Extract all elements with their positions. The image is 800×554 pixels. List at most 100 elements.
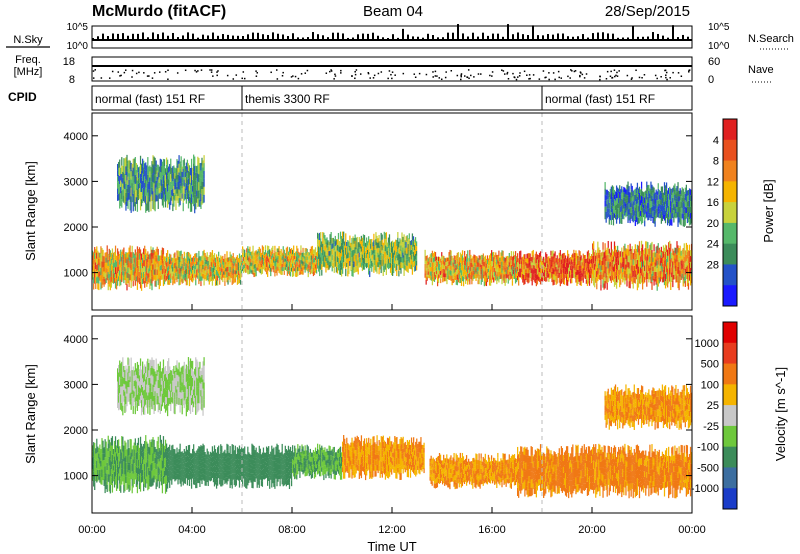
echo-cell bbox=[225, 268, 227, 272]
noise-bar bbox=[402, 28, 404, 40]
echo-cell bbox=[435, 260, 438, 264]
echo-cell bbox=[293, 265, 295, 272]
echo-cell bbox=[196, 166, 198, 173]
echo-cell bbox=[311, 250, 314, 256]
echo-cell bbox=[619, 263, 621, 270]
echo-cell bbox=[210, 257, 212, 263]
echo-cell bbox=[157, 254, 159, 261]
nave-dot bbox=[529, 77, 531, 80]
echo-cell bbox=[112, 459, 115, 466]
echo-cell bbox=[277, 252, 279, 256]
echo-cell bbox=[630, 254, 632, 260]
echo-cell bbox=[643, 272, 645, 278]
echo-cell bbox=[459, 257, 462, 263]
echo-cell bbox=[617, 187, 619, 193]
echo-cell bbox=[308, 255, 310, 259]
echo-cell bbox=[393, 267, 395, 274]
echo-cell bbox=[661, 261, 664, 267]
echo-cell bbox=[604, 188, 606, 195]
echo-cell bbox=[473, 270, 475, 275]
echo-cell bbox=[399, 254, 401, 260]
echo-cell bbox=[219, 266, 221, 272]
echo-cell bbox=[412, 236, 415, 242]
echo-cell bbox=[522, 256, 524, 262]
echo-cell bbox=[297, 248, 299, 254]
echo-cell bbox=[117, 248, 119, 255]
echo-cell bbox=[611, 185, 614, 192]
nave-dot bbox=[545, 76, 547, 79]
echo-cell bbox=[290, 255, 293, 260]
echo-cell bbox=[195, 279, 197, 286]
colorbar-swatch bbox=[723, 202, 737, 224]
echo-cell bbox=[579, 268, 581, 274]
echo-cell bbox=[313, 262, 316, 267]
echo-cell bbox=[592, 274, 594, 281]
nave-dot bbox=[434, 70, 437, 73]
noise-bar bbox=[662, 35, 664, 40]
echo-cell bbox=[639, 261, 642, 268]
echo-cell bbox=[654, 221, 656, 227]
echo-cell bbox=[526, 267, 528, 273]
echo-cell bbox=[681, 192, 683, 198]
echo-cell bbox=[632, 253, 634, 260]
echo-cell bbox=[402, 252, 404, 258]
echo-cell bbox=[111, 436, 114, 446]
echo-cell bbox=[500, 252, 502, 257]
echo-cell bbox=[106, 268, 108, 275]
echo-cell bbox=[663, 201, 666, 208]
nave-dot bbox=[630, 78, 633, 80]
colorbar-swatch bbox=[723, 119, 737, 141]
echo-cell bbox=[123, 484, 125, 493]
echo-cell bbox=[190, 194, 193, 203]
echo-cell bbox=[503, 256, 505, 262]
echo-cell bbox=[668, 211, 670, 218]
echo-cell bbox=[631, 191, 633, 198]
noise-bar bbox=[112, 33, 114, 40]
echo-cell bbox=[158, 177, 160, 183]
echo-cell bbox=[631, 185, 633, 192]
echo-cell bbox=[653, 199, 655, 206]
echo-cell bbox=[545, 271, 547, 277]
echo-cell bbox=[352, 270, 354, 277]
echo-cell bbox=[577, 265, 579, 270]
echo-cell bbox=[199, 264, 201, 269]
echo-cell bbox=[594, 258, 596, 264]
echo-cell bbox=[648, 248, 650, 255]
echo-cell bbox=[102, 453, 104, 461]
echo-cell bbox=[625, 198, 627, 204]
echo-cell bbox=[128, 159, 130, 167]
noise-bar bbox=[592, 33, 594, 40]
echo-cell bbox=[232, 278, 234, 284]
echo-cell bbox=[631, 246, 633, 253]
echo-cell bbox=[218, 256, 220, 261]
echo-cell bbox=[519, 272, 521, 278]
echo-cell bbox=[651, 195, 653, 202]
echo-cell bbox=[102, 255, 104, 262]
echo-cell bbox=[456, 252, 458, 259]
echo-cell bbox=[474, 258, 476, 263]
echo-cell bbox=[667, 196, 669, 203]
echo-cell bbox=[515, 277, 518, 283]
echo-cell bbox=[552, 256, 554, 263]
echo-cell bbox=[187, 265, 190, 270]
echo-cell bbox=[275, 265, 277, 270]
echo-cell bbox=[568, 267, 570, 273]
echo-cell bbox=[122, 165, 124, 172]
echo-cell bbox=[537, 267, 540, 273]
echo-cell bbox=[495, 252, 497, 258]
echo-cell bbox=[583, 266, 585, 271]
echo-cell bbox=[658, 277, 660, 284]
echo-cell bbox=[274, 261, 276, 267]
echo-cell bbox=[558, 267, 560, 273]
echo-cell bbox=[555, 262, 557, 268]
echo-cell bbox=[94, 466, 96, 475]
echo-cell bbox=[132, 257, 134, 264]
echo-cell bbox=[194, 261, 196, 266]
echo-cell bbox=[234, 262, 236, 267]
echo-cell bbox=[94, 271, 96, 278]
echo-cell bbox=[364, 246, 367, 251]
echo-cell bbox=[365, 247, 368, 253]
echo-cell bbox=[629, 266, 631, 274]
echo-cell bbox=[658, 199, 660, 205]
echo-cell bbox=[542, 266, 544, 271]
